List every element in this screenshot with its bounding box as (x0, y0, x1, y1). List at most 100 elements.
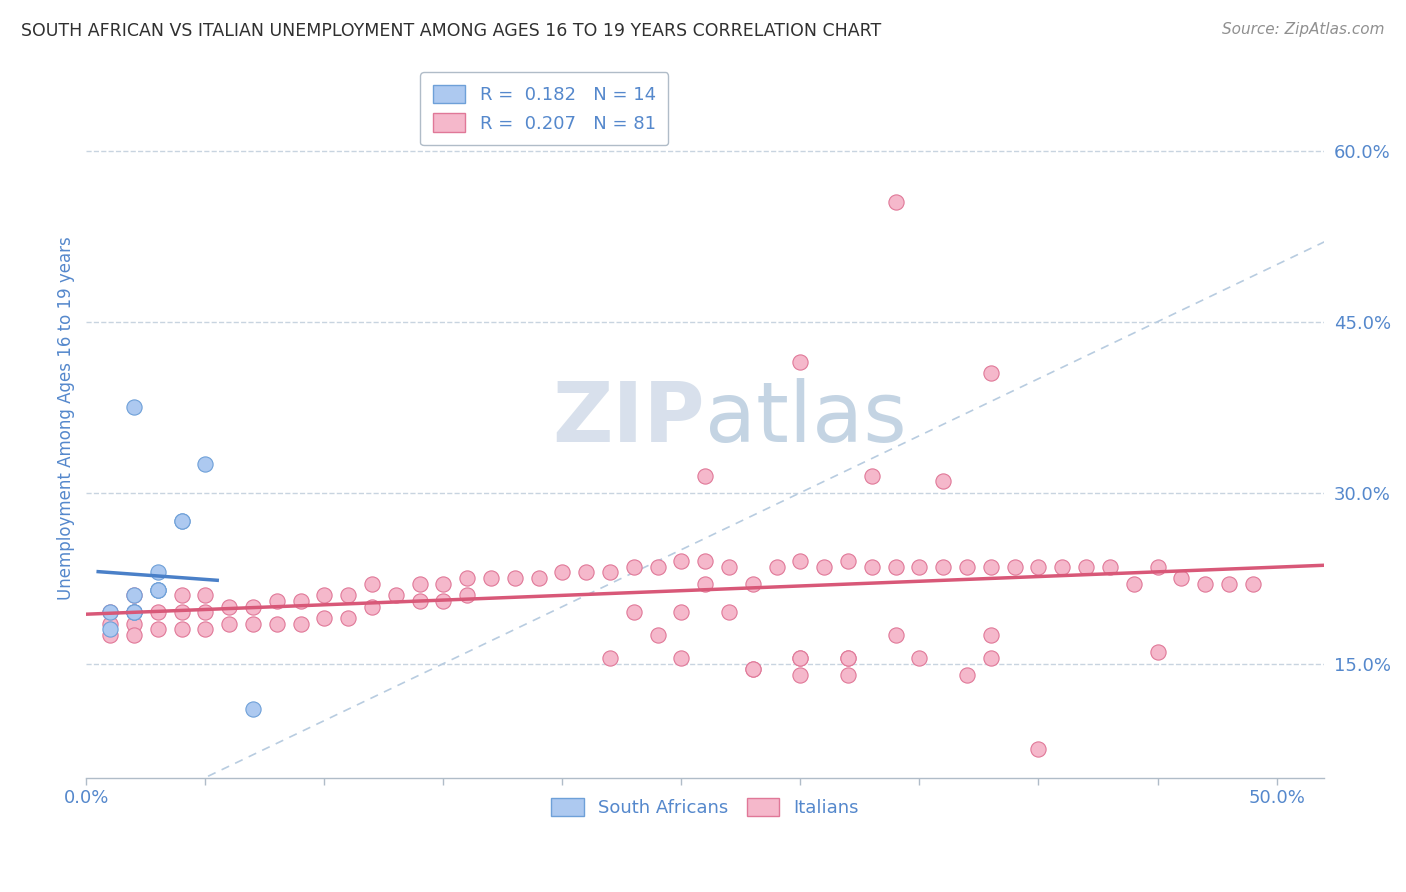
Italians (122, 616, 145, 631)
Italians (860, 468, 883, 483)
Italians (741, 662, 763, 676)
Italians (956, 668, 979, 682)
Italians (290, 616, 312, 631)
Italians (884, 628, 907, 642)
Italians (194, 605, 217, 619)
Italians (671, 554, 693, 568)
Italians (1170, 571, 1192, 585)
Italians (146, 623, 169, 637)
Italians (1218, 577, 1240, 591)
South Africans (146, 566, 169, 580)
Y-axis label: Unemployment Among Ages 16 to 19 years: Unemployment Among Ages 16 to 19 years (58, 236, 75, 600)
Text: Source: ZipAtlas.com: Source: ZipAtlas.com (1222, 22, 1385, 37)
Italians (1146, 645, 1168, 659)
Italians (1122, 577, 1144, 591)
Italians (695, 468, 717, 483)
South Africans (146, 582, 169, 597)
Italians (789, 554, 811, 568)
Italians (408, 594, 430, 608)
Italians (837, 651, 859, 665)
Italians (314, 611, 336, 625)
Italians (647, 559, 669, 574)
Italians (218, 599, 240, 614)
South Africans (122, 605, 145, 619)
Italians (980, 651, 1002, 665)
Italians (908, 651, 931, 665)
Italians (1098, 559, 1121, 574)
Italians (337, 588, 360, 602)
Italians (741, 662, 763, 676)
Italians (718, 605, 741, 619)
South Africans (146, 582, 169, 597)
Italians (837, 668, 859, 682)
South Africans (98, 623, 121, 637)
Italians (789, 651, 811, 665)
Italians (551, 566, 574, 580)
Italians (146, 605, 169, 619)
Italians (242, 599, 264, 614)
South Africans (122, 400, 145, 414)
Italians (932, 559, 955, 574)
Italians (980, 366, 1002, 380)
South Africans (242, 702, 264, 716)
Italians (361, 599, 384, 614)
Italians (647, 628, 669, 642)
Legend: South Africans, Italians: South Africans, Italians (543, 789, 868, 826)
Italians (623, 605, 645, 619)
Italians (218, 616, 240, 631)
South Africans (122, 588, 145, 602)
Italians (956, 559, 979, 574)
Italians (1028, 559, 1050, 574)
Italians (1028, 742, 1050, 756)
South Africans (170, 514, 193, 528)
Italians (837, 554, 859, 568)
South Africans (122, 605, 145, 619)
Italians (884, 195, 907, 210)
Italians (98, 628, 121, 642)
Italians (170, 623, 193, 637)
Italians (1052, 559, 1074, 574)
Italians (908, 559, 931, 574)
Italians (1074, 559, 1097, 574)
Italians (671, 605, 693, 619)
Italians (170, 605, 193, 619)
Italians (314, 588, 336, 602)
South Africans (98, 605, 121, 619)
Italians (337, 611, 360, 625)
Italians (789, 668, 811, 682)
Italians (837, 651, 859, 665)
Italians (98, 616, 121, 631)
Italians (242, 616, 264, 631)
Italians (527, 571, 550, 585)
Italians (194, 588, 217, 602)
Italians (599, 566, 621, 580)
Italians (456, 588, 478, 602)
Italians (361, 577, 384, 591)
Text: ZIP: ZIP (553, 378, 706, 459)
Italians (813, 559, 835, 574)
Italians (479, 571, 502, 585)
Italians (695, 554, 717, 568)
Italians (980, 628, 1002, 642)
Italians (789, 354, 811, 368)
Italians (503, 571, 526, 585)
Italians (884, 559, 907, 574)
Italians (456, 571, 478, 585)
Italians (1194, 577, 1216, 591)
Italians (741, 577, 763, 591)
South Africans (170, 514, 193, 528)
Italians (432, 577, 454, 591)
Italians (266, 594, 288, 608)
Italians (1241, 577, 1264, 591)
Italians (384, 588, 406, 602)
Italians (789, 651, 811, 665)
Italians (980, 559, 1002, 574)
Italians (765, 559, 787, 574)
Italians (718, 559, 741, 574)
South Africans (146, 582, 169, 597)
Italians (671, 651, 693, 665)
South Africans (194, 457, 217, 471)
Italians (266, 616, 288, 631)
Italians (122, 588, 145, 602)
Italians (599, 651, 621, 665)
